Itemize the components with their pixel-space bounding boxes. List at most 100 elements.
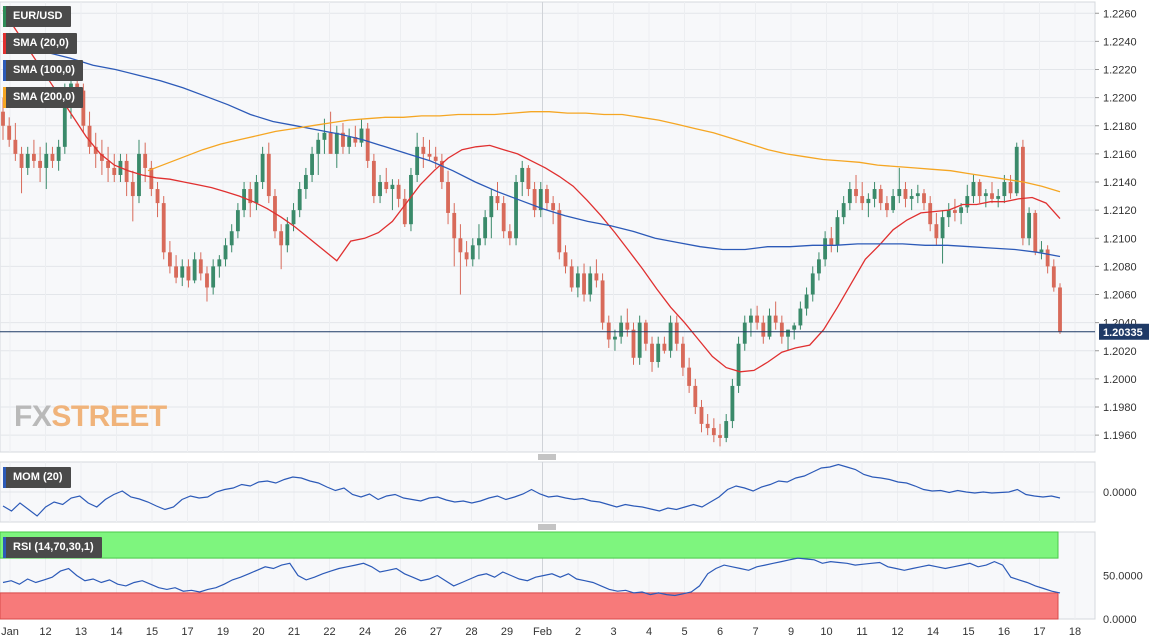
candle	[841, 196, 846, 225]
candle	[779, 315, 784, 344]
candle	[439, 153, 444, 190]
legend-sma200[interactable]: SMA (200,0)	[3, 87, 83, 108]
candle-body	[810, 273, 815, 295]
candle	[600, 273, 605, 330]
candle-body	[433, 156, 438, 161]
legend-sma100[interactable]: SMA (100,0)	[3, 60, 83, 81]
y-tick-label: 1.2260	[1103, 8, 1137, 20]
candle-body	[903, 189, 908, 199]
candle	[773, 301, 778, 330]
candle	[38, 146, 43, 182]
legend-mom[interactable]: MOM (20)	[3, 467, 71, 488]
candle	[742, 315, 747, 351]
candle-body	[1039, 249, 1044, 253]
candle-body	[656, 343, 661, 362]
candle-body	[909, 196, 914, 199]
candle-body	[25, 153, 30, 168]
candle-body	[470, 245, 475, 260]
x-tick-label: 3	[610, 626, 616, 638]
candle	[705, 414, 710, 436]
candle-body	[99, 153, 104, 161]
candle-body	[384, 182, 389, 190]
candle	[909, 189, 914, 211]
candle	[81, 83, 86, 133]
x-tick-label: 2	[575, 626, 581, 638]
candle	[205, 266, 209, 302]
legend-label: SMA (100,0)	[13, 64, 75, 76]
x-tick-label: 20	[252, 626, 264, 638]
candle-body	[668, 322, 673, 351]
rsi-line	[2, 557, 1061, 597]
candle	[953, 198, 957, 222]
legend-label: RSI (14,70,30,1)	[13, 541, 94, 553]
candle	[19, 146, 24, 194]
candle	[396, 179, 401, 208]
x-tick-label: 7	[752, 626, 758, 638]
candle	[1027, 207, 1032, 246]
candle-body	[625, 322, 630, 330]
candle-body	[489, 196, 494, 218]
candle-body	[452, 212, 457, 239]
candle-body	[1051, 266, 1056, 288]
candle-body	[829, 238, 834, 246]
candle-body	[934, 224, 939, 239]
candle	[427, 139, 432, 161]
candle	[409, 167, 413, 232]
legend-sma20[interactable]: SMA (20,0)	[3, 33, 77, 54]
candle	[940, 210, 945, 264]
candle	[149, 160, 154, 197]
legend-rsi[interactable]: RSI (14,70,30,1)	[3, 537, 102, 558]
candle	[545, 184, 549, 211]
candle-body	[365, 128, 370, 161]
candle	[959, 203, 964, 225]
candle-body	[446, 182, 450, 213]
candle-body	[940, 217, 945, 239]
candle-body	[378, 182, 382, 197]
candle-body	[545, 189, 549, 204]
candle	[946, 203, 951, 227]
candle-body	[328, 132, 333, 154]
candle-body	[965, 196, 970, 208]
candle-body	[749, 315, 753, 323]
pane-resize-handle[interactable]	[538, 524, 556, 530]
candle-body	[390, 184, 395, 190]
pane-resize-handle[interactable]	[538, 454, 556, 460]
candle-body	[1008, 182, 1013, 194]
candle	[897, 167, 902, 204]
candle	[347, 128, 352, 154]
candle-body	[606, 322, 611, 340]
candle	[1058, 283, 1062, 334]
candle	[526, 165, 531, 197]
candle-body	[217, 259, 222, 267]
candle	[532, 182, 537, 218]
candle-body	[62, 97, 67, 147]
x-tick-label: 6	[717, 626, 723, 638]
candle	[433, 146, 438, 168]
candle	[915, 184, 920, 204]
logo-part-fx: FX	[14, 400, 52, 433]
x-tick-label: 22	[323, 626, 335, 638]
candle	[996, 189, 1001, 208]
candle	[1008, 174, 1013, 199]
candle-body	[56, 146, 61, 161]
candle-body	[285, 224, 290, 246]
candle-body	[81, 90, 86, 126]
candle	[520, 160, 525, 197]
x-tick-label: 29	[501, 626, 513, 638]
candle-body	[1027, 212, 1032, 239]
candle	[124, 153, 129, 197]
legend-eurusd[interactable]: EUR/USD	[3, 6, 71, 27]
candle	[854, 174, 858, 204]
y-tick-label: 1.2220	[1103, 65, 1137, 77]
candle-body	[742, 322, 747, 344]
candle	[25, 146, 30, 175]
candle-body	[359, 128, 364, 143]
candle	[303, 167, 308, 199]
candle-body	[798, 308, 803, 326]
y-tick-label: 1.2020	[1103, 346, 1137, 358]
candle	[724, 414, 729, 443]
candle	[483, 210, 488, 246]
candle-body	[112, 167, 117, 175]
candle	[922, 189, 926, 211]
candle	[328, 111, 333, 154]
